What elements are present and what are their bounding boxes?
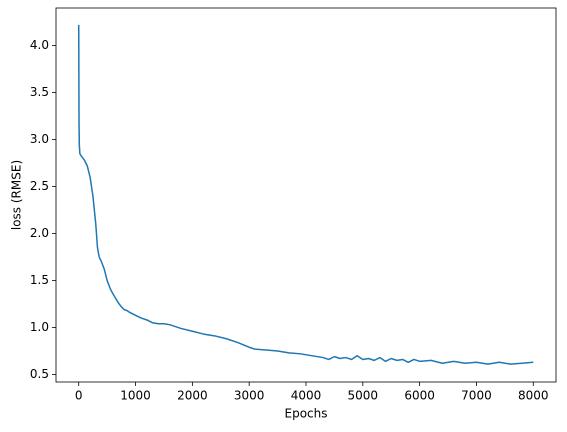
y-tick-label: 2.0 [30,226,49,240]
x-tick-label: 7000 [461,389,492,403]
x-tick-label: 0 [75,389,83,403]
y-tick-label: 3.0 [30,132,49,146]
x-tick-label: 2000 [177,389,208,403]
y-tick-label: 3.5 [30,85,49,99]
x-tick-label: 3000 [234,389,265,403]
y-tick-label: 0.5 [30,367,49,381]
x-tick-label: 1000 [120,389,151,403]
plot-frame [55,7,557,383]
line [77,24,534,365]
x-tick-label: 5000 [348,389,379,403]
x-tick-label: 8000 [518,389,549,403]
y-tick-label: 1.0 [30,320,49,334]
x-axis-label: Epochs [285,407,328,421]
y-tick-label: 4.0 [30,38,49,52]
x-tick-label: 4000 [291,389,322,403]
x-tick-label: 6000 [404,389,435,403]
y-tick-label: 2.5 [30,179,49,193]
y-axis-label: loss (RMSE) [10,160,24,230]
y-tick-label: 1.5 [30,273,49,287]
